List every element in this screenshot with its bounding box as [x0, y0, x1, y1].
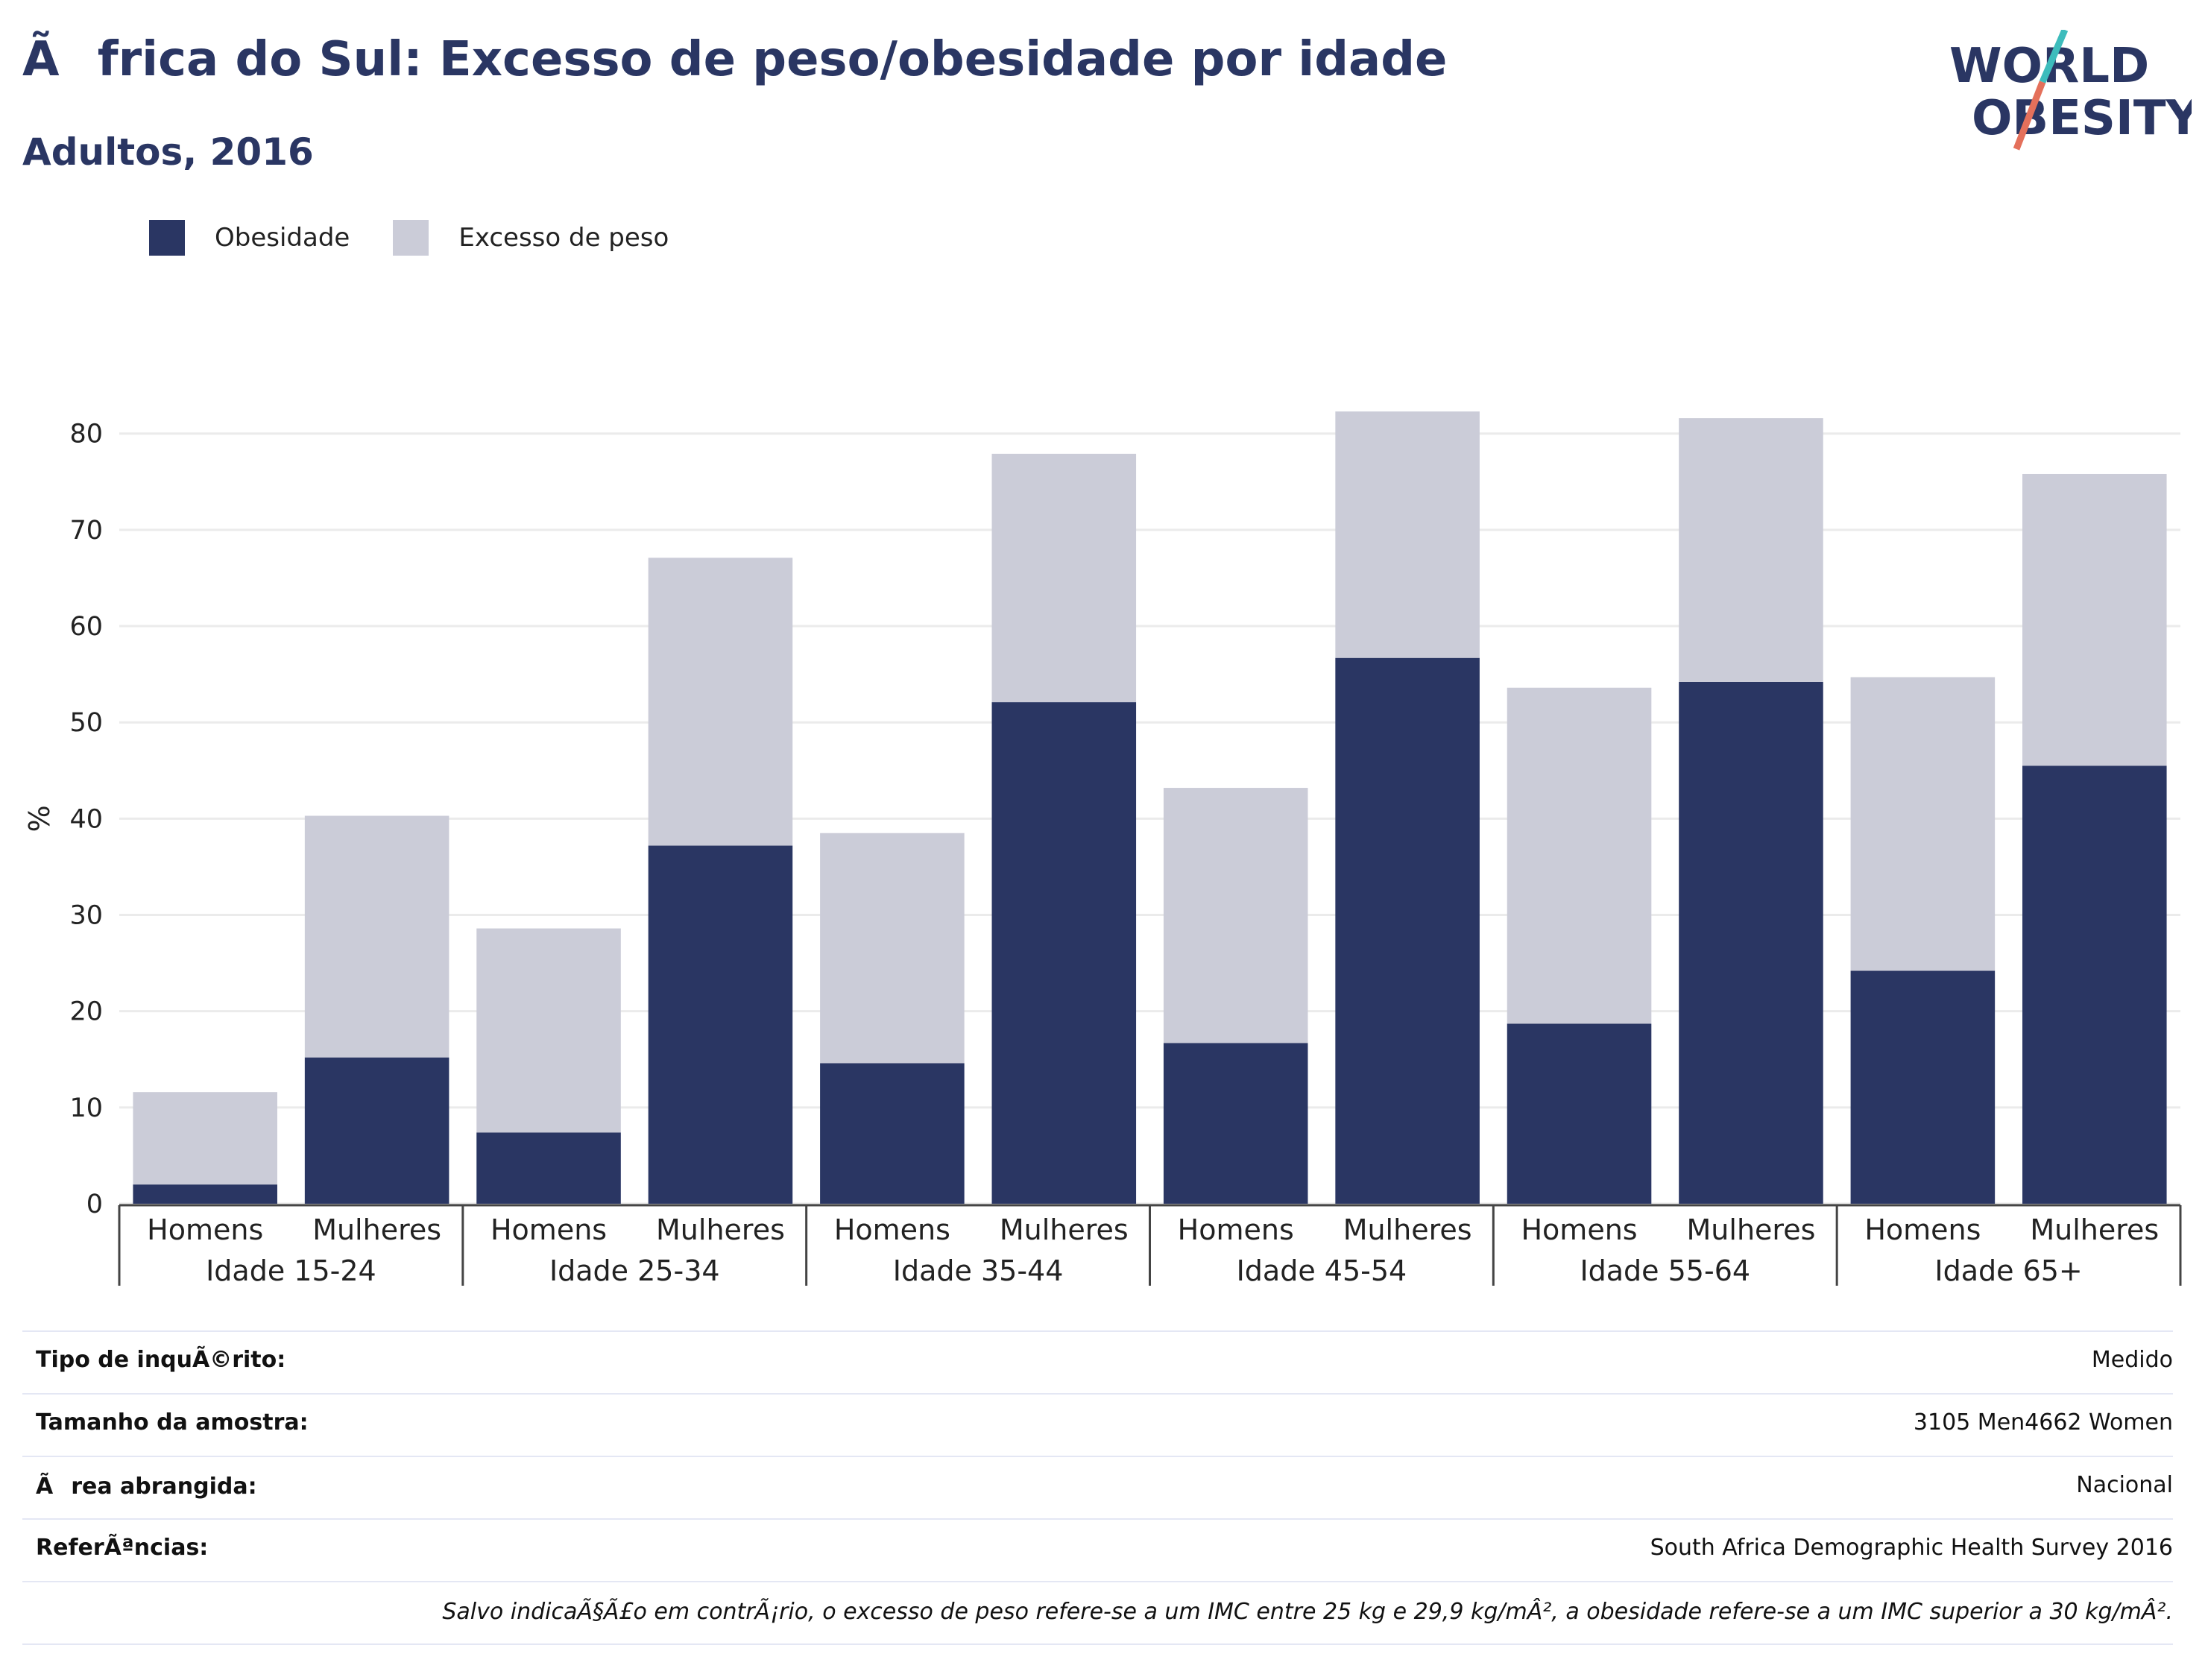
- x-group-label: Idade 65+: [1934, 1254, 2082, 1287]
- info-table: Tipo de inquÃ©rito: Medido Tamanho da am…: [22, 1330, 2173, 1645]
- x-group-label: Idade 25-34: [549, 1254, 720, 1287]
- bar-obesity: [820, 1063, 965, 1204]
- x-subcategory-label: Mulheres: [656, 1213, 785, 1246]
- x-subcategory-label: Homens: [147, 1213, 263, 1246]
- bar-obesity: [1335, 657, 1480, 1204]
- y-tick-label: 70: [69, 516, 103, 546]
- x-subcategory-label: Homens: [834, 1213, 950, 1246]
- info-row-survey-type: Tipo de inquÃ©rito: Medido: [22, 1330, 2173, 1393]
- bar-overweight: [1850, 677, 1996, 971]
- bar-obesity: [991, 702, 1137, 1204]
- legend-swatch-overweight: [393, 220, 429, 256]
- info-value: Nacional: [2076, 1472, 2173, 1498]
- bar-obesity: [1163, 1043, 1308, 1204]
- logo-slash-teal: [2039, 30, 2069, 83]
- info-value: South Africa Demographic Health Survey 2…: [1650, 1535, 2173, 1561]
- x-group-label: Idade 15-24: [206, 1254, 376, 1287]
- bar-overweight: [304, 815, 449, 1058]
- bar-obesity: [304, 1057, 449, 1204]
- y-axis-label: %: [23, 805, 56, 832]
- x-subcategory-label: Mulheres: [2030, 1213, 2159, 1246]
- y-tick-label: 0: [86, 1190, 103, 1219]
- x-subcategory-label: Homens: [1178, 1213, 1294, 1246]
- bar-overweight: [133, 1092, 277, 1185]
- x-subcategory-label: Homens: [490, 1213, 607, 1246]
- info-row-area: Ãrea abrangida: Nacional: [22, 1456, 2173, 1518]
- legend-item-overweight: Excesso de peso: [393, 220, 669, 256]
- logo-text-obesity: OBESITY: [1972, 91, 2192, 146]
- chart-subtitle: Adultos, 2016: [22, 130, 314, 174]
- legend-label-obesity: Obesidade: [215, 223, 350, 253]
- info-label: Ãrea abrangida:: [36, 1474, 257, 1500]
- bar-obesity: [2022, 765, 2167, 1204]
- info-row-references: ReferÃªncias: South Africa Demographic H…: [22, 1518, 2173, 1581]
- x-group-label: Idade 55-64: [1580, 1254, 1750, 1287]
- legend-swatch-obesity: [149, 220, 185, 256]
- info-label: ReferÃªncias:: [36, 1535, 209, 1561]
- bar-overweight: [1163, 788, 1308, 1043]
- bar-overweight: [476, 928, 621, 1133]
- bar-obesity: [648, 845, 793, 1204]
- x-subcategory-label: Mulheres: [1343, 1213, 1472, 1246]
- bar-overweight: [1335, 411, 1480, 658]
- bar-obesity: [133, 1184, 277, 1204]
- bar-overweight: [1507, 687, 1652, 1024]
- stacked-bar-chart: 0 10 20 30 40 50 60 70 80% Homens Mulheres Homens Mu…: [23, 411, 2182, 1287]
- info-value: Medido: [2091, 1347, 2173, 1373]
- x-subcategory-label: Mulheres: [312, 1213, 441, 1246]
- legend-label-overweight: Excesso de peso: [458, 223, 669, 253]
- y-tick-label: 60: [69, 612, 103, 642]
- x-subcategory-label: Homens: [1521, 1213, 1637, 1246]
- bar-overweight: [820, 833, 965, 1064]
- y-tick-label: 50: [69, 708, 103, 738]
- info-label: Tamanho da amostra:: [36, 1409, 309, 1436]
- bar-overweight: [2022, 473, 2167, 766]
- x-group-label: Idade 45-54: [1237, 1254, 1407, 1287]
- x-subcategory-label: Mulheres: [1000, 1213, 1129, 1246]
- x-subcategory-label: Homens: [1864, 1213, 1981, 1246]
- info-value: 3105 Men4662 Women: [1913, 1409, 2173, 1436]
- info-row-sample-size: Tamanho da amostra: 3105 Men4662 Women: [22, 1393, 2173, 1456]
- y-tick-label: 20: [69, 997, 103, 1027]
- info-label: Tipo de inquÃ©rito:: [36, 1347, 286, 1373]
- footnote: Salvo indicaÃ§Ã£o em contrÃ¡rio, o exces…: [442, 1599, 2173, 1625]
- bar-overweight: [1679, 418, 1823, 682]
- chart-legend: Obesidade Excesso de peso: [149, 220, 712, 256]
- bar-obesity: [1850, 970, 1996, 1204]
- bar-obesity: [1679, 681, 1823, 1204]
- info-note-row: Salvo indicaÃ§Ã£o em contrÃ¡rio, o exces…: [22, 1581, 2173, 1645]
- bar-obesity: [476, 1132, 621, 1204]
- y-tick-label: 30: [69, 901, 103, 931]
- y-tick-label: 10: [69, 1093, 103, 1123]
- bar-obesity: [1507, 1023, 1652, 1204]
- y-tick-label: 40: [69, 804, 103, 834]
- chart-title: Ãfrica do Sul: Excesso de peso/obesidad…: [22, 32, 1448, 87]
- logo-slash-coral: [2013, 80, 2046, 151]
- legend-item-obesity: Obesidade: [149, 220, 350, 256]
- world-obesity-logo: WORLD OBESITY: [1949, 30, 2192, 151]
- y-tick-label: 80: [69, 420, 103, 449]
- bar-overweight: [991, 453, 1137, 703]
- bar-overweight: [648, 558, 793, 846]
- x-group-label: Idade 35-44: [893, 1254, 1064, 1287]
- x-subcategory-label: Mulheres: [1687, 1213, 1816, 1246]
